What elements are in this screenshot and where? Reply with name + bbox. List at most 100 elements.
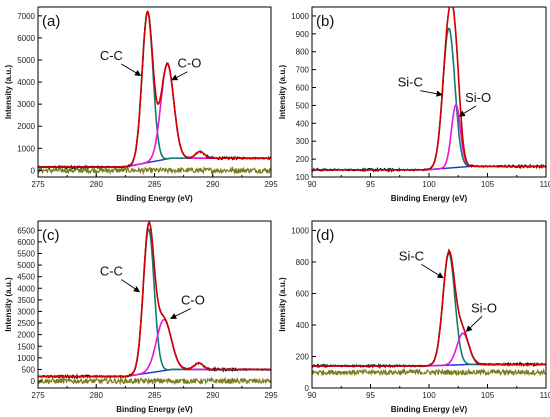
y-tick-label: 2000 [17, 331, 35, 340]
x-tick-label: 105 [481, 180, 495, 189]
background-line [38, 157, 271, 168]
y-tick-label: 2000 [17, 122, 35, 131]
y-tick-label: 0 [31, 166, 36, 175]
residual-line [38, 376, 271, 386]
x-tick-label: 285 [148, 180, 162, 189]
plot-area [312, 7, 546, 173]
peak-annotation-arrow [171, 71, 188, 81]
y-tick-label: 800 [296, 48, 310, 57]
x-tick-label: 285 [148, 391, 162, 400]
y-tick-label: 7000 [17, 12, 35, 21]
y-tick-label: 1000 [17, 354, 35, 363]
y-tick-label: 700 [296, 66, 310, 75]
panel-label: (d) [316, 227, 334, 244]
y-tick-label: 600 [296, 289, 310, 298]
peak-annotation-label: Si-C [399, 248, 424, 263]
peak-annotation-label: C-C [100, 264, 123, 279]
y-axis-title: Intensity (a.u.) [278, 65, 287, 120]
envelope-line [38, 221, 271, 378]
x-axis-title: Binding Energy (eV) [391, 405, 468, 414]
y-tick-label: 500 [22, 365, 36, 374]
y-tick-label: 200 [296, 155, 310, 164]
panel-label: (a) [42, 13, 60, 30]
component-si-o-line [312, 332, 546, 367]
y-tick-label: 400 [296, 321, 310, 330]
x-axis-title: Binding Energy (eV) [391, 194, 468, 203]
raw-data-line [312, 7, 546, 173]
plot-area [312, 248, 546, 377]
y-tick-label: 4000 [17, 78, 35, 87]
x-tick-label: 100 [422, 391, 436, 400]
x-tick-label: 295 [264, 180, 278, 189]
y-tick-label: 2500 [17, 319, 35, 328]
y-tick-label: 6500 [17, 226, 35, 235]
residual-line [312, 367, 546, 377]
x-tick-label: 290 [206, 391, 220, 400]
y-tick-label: 300 [296, 137, 310, 146]
y-tick-label: 800 [296, 258, 310, 267]
y-tick-label: 1000 [17, 144, 35, 153]
peak-annotation-label: Si-C [398, 75, 423, 90]
envelope-line [312, 7, 546, 171]
peak-annotation-label: C-O [181, 293, 205, 308]
peak-annotation-arrow [170, 308, 192, 319]
peak-annotation-label: Si-O [465, 90, 491, 105]
x-tick-label: 95 [366, 391, 375, 400]
y-tick-label: 600 [296, 84, 310, 93]
axes-frame [37, 220, 272, 389]
panel-label: (b) [316, 13, 334, 30]
x-tick-label: 90 [308, 180, 317, 189]
y-tick-label: 1000 [291, 12, 309, 21]
peak-annotation-arrow [421, 264, 444, 279]
peak-annotation-label: C-O [178, 56, 202, 71]
x-axis-title: Binding Energy (eV) [116, 405, 193, 414]
x-tick-label: 280 [90, 180, 104, 189]
peak-annotation-arrow [420, 90, 443, 97]
envelope-line [312, 250, 546, 367]
y-tick-label: 500 [296, 101, 310, 110]
y-tick-label: 3500 [17, 296, 35, 305]
x-tick-label: 290 [206, 180, 220, 189]
residual-line [38, 165, 271, 176]
panel-label: (c) [42, 227, 60, 244]
x-tick-label: 95 [366, 180, 375, 189]
y-tick-label: 100 [296, 173, 310, 182]
x-tick-label: 275 [31, 391, 45, 400]
peak-annotation-label: C-C [100, 48, 123, 63]
y-tick-label: 5500 [17, 249, 35, 258]
x-tick-label: 105 [481, 391, 495, 400]
x-axis-title: Binding Energy (eV) [116, 194, 193, 203]
y-tick-label: 200 [296, 352, 310, 361]
x-tick-label: 100 [422, 180, 436, 189]
panel-c: 275 280 285 290 295 0 500 1000 1500 2000 2500 3000 3… [4, 220, 278, 414]
x-tick-label: 295 [264, 391, 278, 400]
y-tick-label: 400 [296, 119, 310, 128]
y-axis-title: Intensity (a.u.) [4, 277, 13, 332]
y-tick-label: 0 [31, 377, 36, 386]
y-tick-label: 900 [296, 30, 310, 39]
x-tick-label: 110 [540, 391, 550, 400]
panel-a: 275 280 285 290 295 0 1000 2000 3000 4000 5000 6000… [4, 6, 278, 203]
y-tick-label: 4000 [17, 284, 35, 293]
component-si-o-line [312, 103, 546, 171]
peak-annotation-arrow [458, 105, 477, 117]
y-tick-label: 1000 [291, 226, 309, 235]
x-tick-label: 110 [540, 180, 550, 189]
x-tick-label: 90 [308, 391, 317, 400]
panel-d: 90 95 100 105 110 0 200 400 600 800 1000 Binding En… [278, 220, 550, 414]
raw-data-line [312, 248, 546, 370]
x-tick-label: 280 [90, 391, 104, 400]
y-tick-label: 6000 [17, 238, 35, 247]
component-si-c-line [312, 252, 546, 367]
x-tick-label: 275 [31, 180, 45, 189]
y-tick-label: 4500 [17, 273, 35, 282]
panel-b: 90 95 100 105 110 100 200 300 400 500 600 700 800 900… [278, 6, 550, 203]
peak-annotation-arrow [121, 63, 142, 76]
component-c-c-line [38, 227, 271, 378]
y-tick-label: 6000 [17, 34, 35, 43]
plot-area [38, 221, 271, 386]
peak-annotation-label: Si-O [471, 300, 497, 315]
y-axis-title: Intensity (a.u.) [4, 65, 13, 120]
axes-frame [311, 220, 547, 389]
